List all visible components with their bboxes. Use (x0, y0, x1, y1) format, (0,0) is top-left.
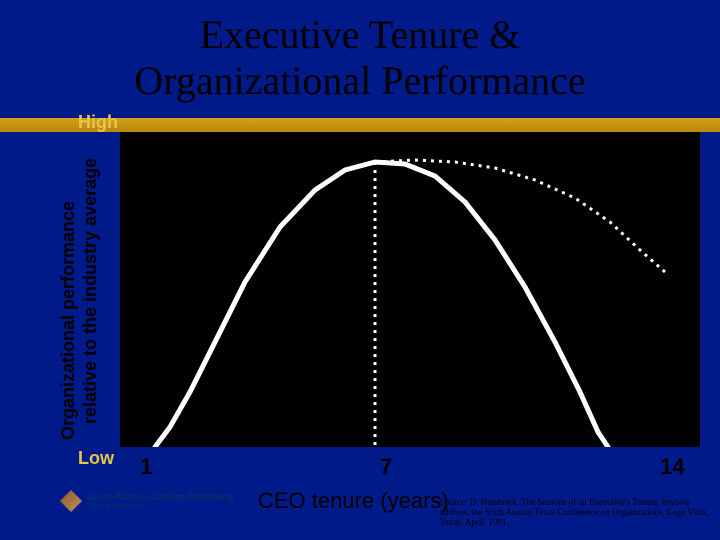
slide-title: Executive Tenure & Organizational Perfor… (0, 0, 720, 104)
logo-line2: Clearly Business (86, 502, 233, 510)
y-axis-label-line1: Organizational performance (58, 201, 80, 440)
y-axis-high-label: High (78, 112, 118, 133)
title-line-1: Executive Tenure & (200, 12, 521, 57)
x-tick-7: 7 (380, 454, 392, 480)
x-tick-14: 14 (660, 454, 684, 480)
x-axis-label: CEO tenure (years) (258, 488, 449, 514)
compass-icon (60, 490, 82, 512)
logo-text: South-Western College Publishing Clearly… (86, 493, 233, 510)
chart-svg (120, 132, 700, 447)
publisher-logo: South-Western College Publishing Clearly… (60, 490, 233, 512)
solid-performance-curve (155, 162, 608, 447)
title-line-2: Organizational Performance (134, 58, 585, 103)
x-tick-1: 1 (140, 454, 152, 480)
y-axis-low-label: Low (78, 448, 114, 469)
y-axis-label-line2: relative to the industry average (80, 158, 102, 424)
dotted-performance-curve (375, 160, 665, 272)
source-citation: Source: D. Hambrick, The Seasons of an E… (440, 498, 714, 528)
chart-plot-area (120, 132, 700, 447)
